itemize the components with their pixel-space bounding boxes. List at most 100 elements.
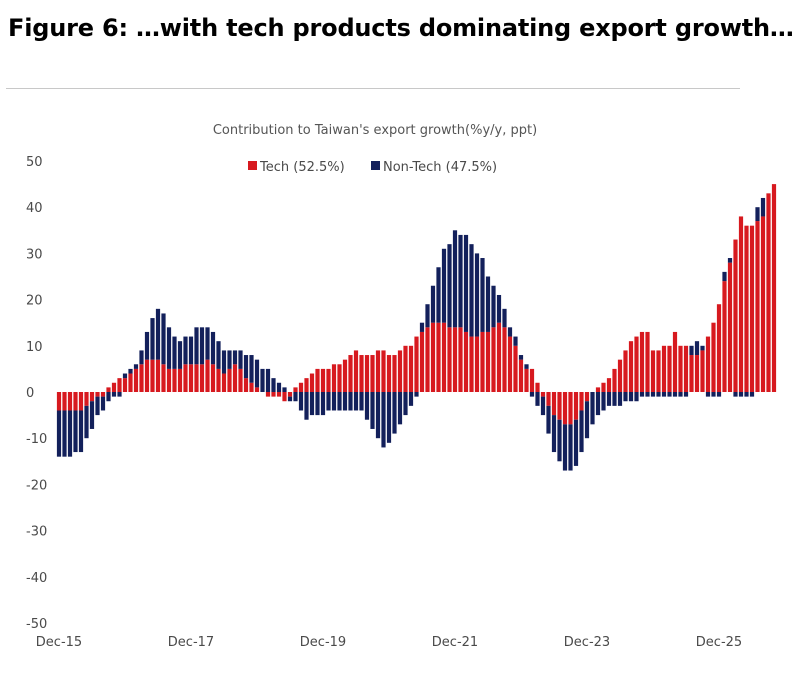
nontech-bar [551,415,557,453]
tech-bar [705,336,711,392]
nontech-bar [62,410,67,457]
nontech-bar [579,410,584,453]
tech-bar [139,364,144,392]
nontech-bar [584,401,590,439]
tech-bar [95,392,100,397]
nontech-bar [397,392,403,425]
nontech-bar [518,355,524,360]
nontech-bar [458,234,463,328]
tech-bar [282,392,287,402]
tech-bar [342,359,348,392]
tech-bar [414,336,419,392]
nontech-bar [67,410,73,457]
nontech-bar [78,410,84,453]
nontech-bar [716,392,722,397]
nontech-bar [436,267,441,323]
nontech-bar [342,392,348,411]
nontech-bar [84,405,89,439]
tech-bar [568,392,573,425]
tech-bar [771,184,777,392]
legend-swatch-tech [248,161,257,170]
tech-bar [491,327,496,392]
tech-bar [617,359,623,392]
tech-bar [744,225,749,392]
tech-bar [502,327,507,392]
tech-bar [89,392,95,402]
nontech-bar [265,368,271,392]
nontech-bar [139,350,144,365]
y-tick-label: -40 [26,571,47,586]
tech-bar [733,239,738,392]
nontech-bar [271,378,276,392]
nontech-bar [166,327,172,369]
nontech-bar [210,331,216,365]
nontech-series [56,197,766,471]
nontech-bar [254,359,260,388]
nontech-bar [414,392,419,397]
nontech-bar [705,392,711,397]
nontech-bar [320,392,326,416]
y-tick-label: -30 [26,525,47,540]
tech-bar [304,378,309,392]
x-tick-label: Dec-17 [168,635,214,650]
tech-bar [243,378,249,392]
nontech-bar [507,327,513,337]
tech-bar [249,382,254,392]
nontech-bar [370,392,375,429]
tech-bar [353,350,359,392]
tech-bar [128,373,133,392]
nontech-bar [722,271,727,282]
y-tick-label: 50 [26,155,43,170]
nontech-bar [150,318,155,360]
nontech-bar [661,392,667,397]
tech-bar [315,368,320,392]
tech-bar [551,392,557,416]
tech-bar [210,364,216,392]
nontech-bar [386,392,392,443]
tech-bar [507,336,513,392]
tech-bar [73,392,78,411]
nontech-bar [485,276,491,332]
tech-bar [524,368,529,392]
legend-swatch-nontech [371,161,380,170]
nontech-bar [700,345,705,351]
y-tick-label: 40 [26,201,43,216]
tech-bar [683,345,689,392]
tech-bar [359,355,364,392]
tech-bar [689,355,694,392]
nontech-bar [199,327,205,365]
nontech-bar [535,392,540,406]
tech-bar [535,382,540,392]
tech-bar [612,368,617,392]
tech-bar [78,392,84,411]
nontech-bar [403,392,408,416]
tech-bar [760,216,766,392]
tech-bar [738,216,744,392]
nontech-bar [194,327,199,365]
tech-bar [293,387,298,392]
y-tick-label: -50 [26,617,47,632]
title-divider [6,88,740,89]
nontech-bar [529,392,535,397]
nontech-bar [612,392,617,406]
tech-bar [133,368,139,392]
nontech-bar [205,327,210,360]
tech-bar [650,350,656,392]
nontech-bar [276,382,282,392]
nontech-bar [749,392,755,397]
tech-bar [711,322,716,392]
tech-bar [375,350,381,392]
x-tick-label: Dec-21 [432,635,478,650]
tech-bar [205,359,210,392]
nontech-bar [359,392,364,411]
tech-bar [518,359,524,392]
nontech-bar [177,341,183,369]
nontech-bar [117,392,122,397]
tech-bar [639,331,645,392]
tech-bar [496,322,502,392]
tech-bar [337,364,342,392]
nontech-bar [161,313,166,365]
x-tick-label: Dec-23 [564,635,610,650]
tech-bar [221,373,227,392]
